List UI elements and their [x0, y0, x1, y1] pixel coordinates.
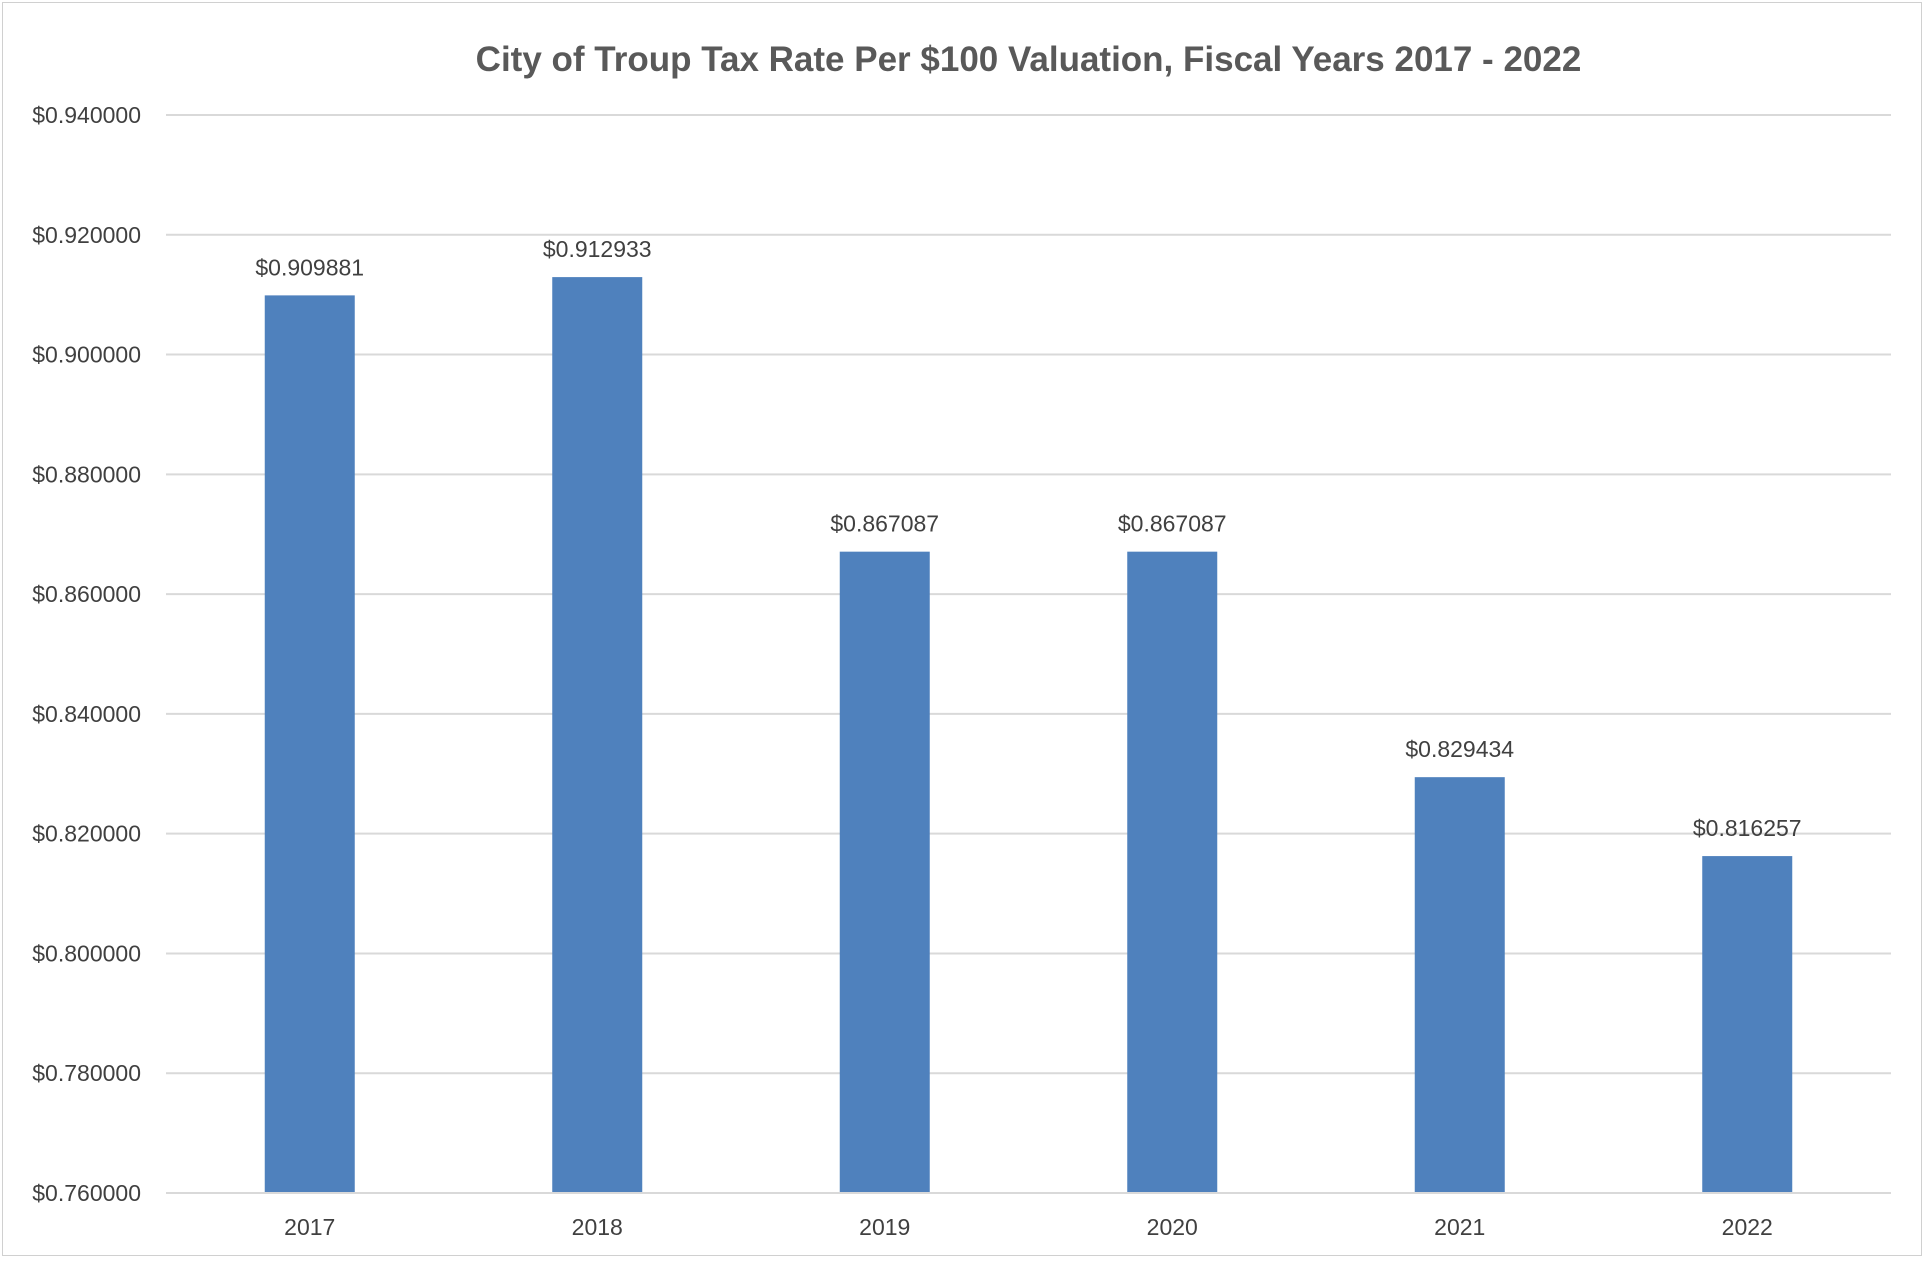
x-tick-label: 2018 — [572, 1214, 623, 1240]
x-tick-label: 2020 — [1147, 1214, 1198, 1240]
data-label-2022: $0.816257 — [1693, 815, 1802, 841]
bar-2022 — [1702, 856, 1793, 1193]
gridlines — [166, 114, 1891, 1075]
bar-2017 — [264, 295, 355, 1193]
y-tick-label: $0.920000 — [32, 222, 141, 248]
data-label-2021: $0.829434 — [1405, 736, 1514, 762]
y-axis-tick-labels: $0.760000 $0.780000 $0.800000 $0.820000 $0.8… — [32, 102, 141, 1206]
y-tick-label: $0.760000 — [32, 1180, 141, 1206]
x-tick-label: 2021 — [1434, 1214, 1485, 1240]
data-label-2018: $0.912933 — [543, 236, 652, 262]
y-tick-label: $0.860000 — [32, 581, 141, 607]
chart-title: City of Troup Tax Rate Per $100 Valuatio… — [476, 40, 1582, 79]
bars — [264, 277, 1793, 1193]
y-tick-label: $0.900000 — [32, 342, 141, 368]
bar-2020 — [1127, 551, 1218, 1193]
x-axis-tick-labels: 2017 2018 2019 2020 2021 2022 — [284, 1214, 1773, 1240]
data-labels: $0.909881 $0.912933 $0.867087 $0.867087 $0.8… — [255, 236, 1801, 841]
bar-2019 — [839, 551, 930, 1193]
bar-2021 — [1414, 777, 1505, 1193]
y-tick-label: $0.940000 — [32, 102, 141, 128]
x-tick-label: 2022 — [1722, 1214, 1773, 1240]
data-label-2020: $0.867087 — [1118, 511, 1227, 537]
data-label-2019: $0.867087 — [830, 511, 939, 537]
data-label-2017: $0.909881 — [255, 254, 364, 280]
x-tick-label: 2017 — [284, 1214, 335, 1240]
y-tick-label: $0.820000 — [32, 821, 141, 847]
chart-svg: City of Troup Tax Rate Per $100 Valuatio… — [32, 40, 1891, 1240]
y-tick-label: $0.780000 — [32, 1060, 141, 1086]
bar-2018 — [552, 277, 643, 1193]
x-tick-label: 2019 — [859, 1214, 910, 1240]
y-tick-label: $0.800000 — [32, 940, 141, 966]
y-tick-label: $0.880000 — [32, 461, 141, 487]
y-tick-label: $0.840000 — [32, 701, 141, 727]
